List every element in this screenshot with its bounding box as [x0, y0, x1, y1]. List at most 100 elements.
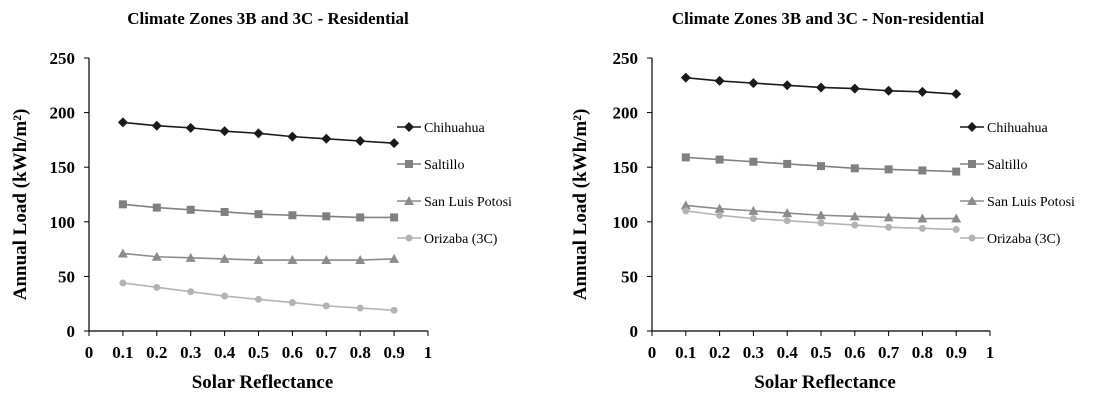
legend-marker [404, 122, 414, 132]
x-tick-label: 0.5 [248, 343, 269, 362]
data-point [917, 213, 928, 223]
series-san-luis-potosi [117, 248, 400, 265]
data-point [356, 213, 365, 222]
series-saltillo [118, 200, 399, 222]
data-point [918, 166, 927, 175]
legend-marker [968, 234, 976, 242]
data-point [816, 82, 826, 93]
data-point [850, 164, 859, 173]
data-point [389, 253, 400, 263]
series-orizaba-3c [682, 207, 960, 233]
x-tick-label: 1 [986, 343, 995, 362]
data-point [748, 78, 759, 89]
series-san-luis-potosi [680, 200, 962, 223]
y-tick-label: 200 [613, 104, 639, 123]
data-point [885, 223, 893, 231]
data-point [151, 251, 162, 261]
legend-entry: Orizaba (3C) [960, 232, 1061, 247]
data-point [748, 205, 759, 215]
x-tick-label: 0.4 [214, 343, 236, 362]
data-point [680, 72, 691, 83]
y-tick-label: 100 [613, 213, 639, 232]
y-tick-label: 150 [613, 158, 639, 177]
x-tick-label: 0.5 [810, 343, 831, 362]
x-tick-label: 0.4 [777, 343, 799, 362]
legend-marker [968, 160, 976, 168]
legend-marker [967, 196, 977, 205]
data-point [951, 213, 962, 223]
x-tick-label: 0.2 [146, 343, 167, 362]
chart-title: Climate Zones 3B and 3C - Residential [127, 9, 409, 28]
data-point [117, 248, 128, 258]
legend-marker [405, 160, 413, 168]
data-point [849, 83, 860, 94]
data-point [288, 211, 297, 220]
x-tick-label: 0.9 [946, 343, 967, 362]
data-point [153, 283, 161, 291]
data-point [715, 155, 724, 164]
data-point [883, 212, 894, 222]
legend-marker [405, 234, 413, 242]
x-tick-label: 0.9 [383, 343, 404, 362]
legend-label: Saltillo [987, 158, 1027, 173]
data-point [288, 299, 296, 307]
data-point [119, 279, 127, 287]
legend-entry: Chihuahua [397, 121, 485, 136]
legend-entry: Orizaba (3C) [397, 232, 498, 247]
y-tick-label: 100 [50, 213, 76, 232]
x-tick-label: 0 [85, 343, 94, 362]
y-tick-label: 0 [67, 322, 76, 341]
legend-label: Orizaba (3C) [424, 232, 498, 247]
data-point [321, 133, 332, 144]
data-point [390, 306, 398, 314]
legend-entry: San Luis Potosi [960, 195, 1075, 210]
data-point [816, 210, 826, 220]
x-axis-title: Solar Reflectance [754, 372, 896, 392]
x-tick-label: 0.7 [316, 343, 338, 362]
data-point [322, 302, 330, 310]
data-point [851, 221, 859, 229]
x-tick-label: 0.1 [675, 343, 696, 362]
legend-label: San Luis Potosi [987, 195, 1075, 210]
data-point [221, 292, 229, 300]
data-point [681, 153, 690, 162]
legend-label: Chihuahua [424, 121, 485, 136]
data-point [714, 203, 725, 213]
data-point [253, 128, 264, 139]
data-point [883, 85, 894, 96]
data-point [714, 75, 725, 86]
x-tick-label: 0.1 [112, 343, 133, 362]
data-point [390, 213, 399, 222]
data-point [186, 205, 195, 214]
y-tick-label: 50 [58, 267, 75, 286]
x-tick-label: 0.3 [743, 343, 764, 362]
data-point [220, 207, 229, 216]
legend-marker [967, 122, 977, 132]
y-tick-label: 50 [621, 267, 638, 286]
data-point [749, 215, 757, 223]
y-tick-label: 250 [50, 49, 76, 68]
legend-entry: Saltillo [960, 158, 1027, 173]
chart-2: Climate Zones 3B and 3C - Non-residentia… [570, 9, 1075, 393]
series-chihuahua [117, 117, 400, 149]
data-point [253, 255, 264, 265]
data-point [118, 200, 127, 209]
y-tick-label: 200 [50, 104, 76, 123]
data-point [917, 86, 928, 97]
data-point [322, 212, 331, 221]
legend-entry: Chihuahua [960, 121, 1048, 136]
x-tick-label: 0.8 [912, 343, 933, 362]
y-axis-title: Annual Load (kWh/m²) [10, 109, 31, 301]
x-tick-label: 0 [648, 343, 657, 362]
data-point [749, 157, 758, 166]
data-point [321, 255, 332, 265]
legend-entry: San Luis Potosi [397, 195, 512, 210]
legend-entry: Saltillo [397, 158, 464, 173]
data-point [356, 304, 364, 312]
data-point [219, 253, 230, 263]
data-point [783, 217, 791, 225]
x-tick-label: 0.6 [282, 343, 303, 362]
data-point [355, 135, 366, 146]
chart-1: Climate Zones 3B and 3C - Residential 0 50… [10, 9, 512, 393]
